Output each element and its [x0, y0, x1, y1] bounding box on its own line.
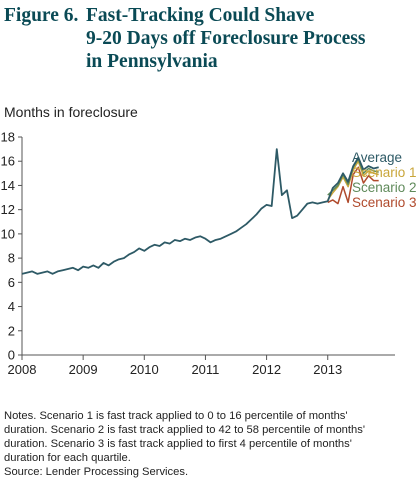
title-line-2: 9-20 Days off Foreclosure Process [86, 28, 366, 49]
figure-title: Figure 6. Fast-Tracking Could Shave 9-20 … [4, 4, 365, 73]
legend-label-scenario-3: Scenario 3 [352, 195, 417, 210]
y-tick-label: 6 [8, 275, 15, 290]
y-tick-label: 18 [1, 130, 15, 145]
x-tick-label: 2010 [130, 362, 159, 377]
title-line-3: in Pennsylvania [86, 51, 218, 72]
y-tick-label: 16 [1, 154, 15, 169]
source-note: Source: Lender Processing Services. [4, 466, 189, 478]
y-axis-label: Months in foreclosure [4, 104, 138, 120]
chart-notes: Notes. Scenario 1 is fast track applied … [4, 409, 416, 479]
x-tick-label: 2009 [69, 362, 98, 377]
notes-line-3: duration. Scenario 3 is fast track appli… [4, 438, 352, 450]
x-tick-label: 2008 [8, 362, 37, 377]
notes-line-4: duration for each quartile. [4, 452, 131, 464]
y-tick-label: 0 [8, 348, 15, 363]
x-tick-label: 2011 [191, 362, 219, 377]
y-tick-label: 2 [8, 323, 15, 338]
legend-label-scenario-2: Scenario 2 [352, 180, 417, 195]
notes-line-2: duration. Scenario 2 is fast track appli… [4, 424, 365, 436]
series-line-average [21, 148, 379, 275]
x-tick-label: 2012 [252, 362, 281, 377]
y-tick-label: 8 [8, 251, 15, 266]
y-tick-label: 4 [8, 299, 15, 314]
figure-number: Figure 6. [4, 5, 79, 26]
y-tick-label: 12 [1, 202, 15, 217]
legend-label-scenario-1: Scenario 1 [352, 165, 417, 180]
legend-label-average: Average [352, 150, 402, 165]
title-line-1: Fast-Tracking Could Shave [86, 5, 315, 26]
notes-line-1: Notes. Scenario 1 is fast track applied … [4, 410, 348, 422]
y-tick-label: 14 [1, 178, 15, 193]
series-line-scenario-3 [327, 166, 379, 205]
y-tick-label: 10 [1, 226, 15, 241]
x-tick-label: 2013 [313, 362, 342, 377]
